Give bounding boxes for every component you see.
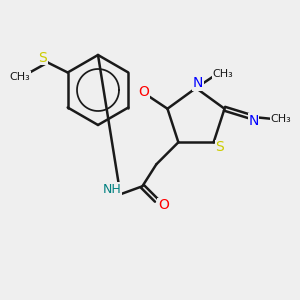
Text: CH₃: CH₃: [9, 71, 30, 82]
Text: O: O: [138, 85, 149, 99]
Text: N: N: [248, 114, 259, 128]
Text: O: O: [158, 198, 169, 212]
Text: NH: NH: [103, 183, 122, 196]
Text: N: N: [193, 76, 203, 90]
Text: S: S: [38, 50, 47, 64]
Text: CH₃: CH₃: [213, 69, 233, 79]
Text: S: S: [215, 140, 224, 154]
Text: CH₃: CH₃: [270, 114, 291, 124]
